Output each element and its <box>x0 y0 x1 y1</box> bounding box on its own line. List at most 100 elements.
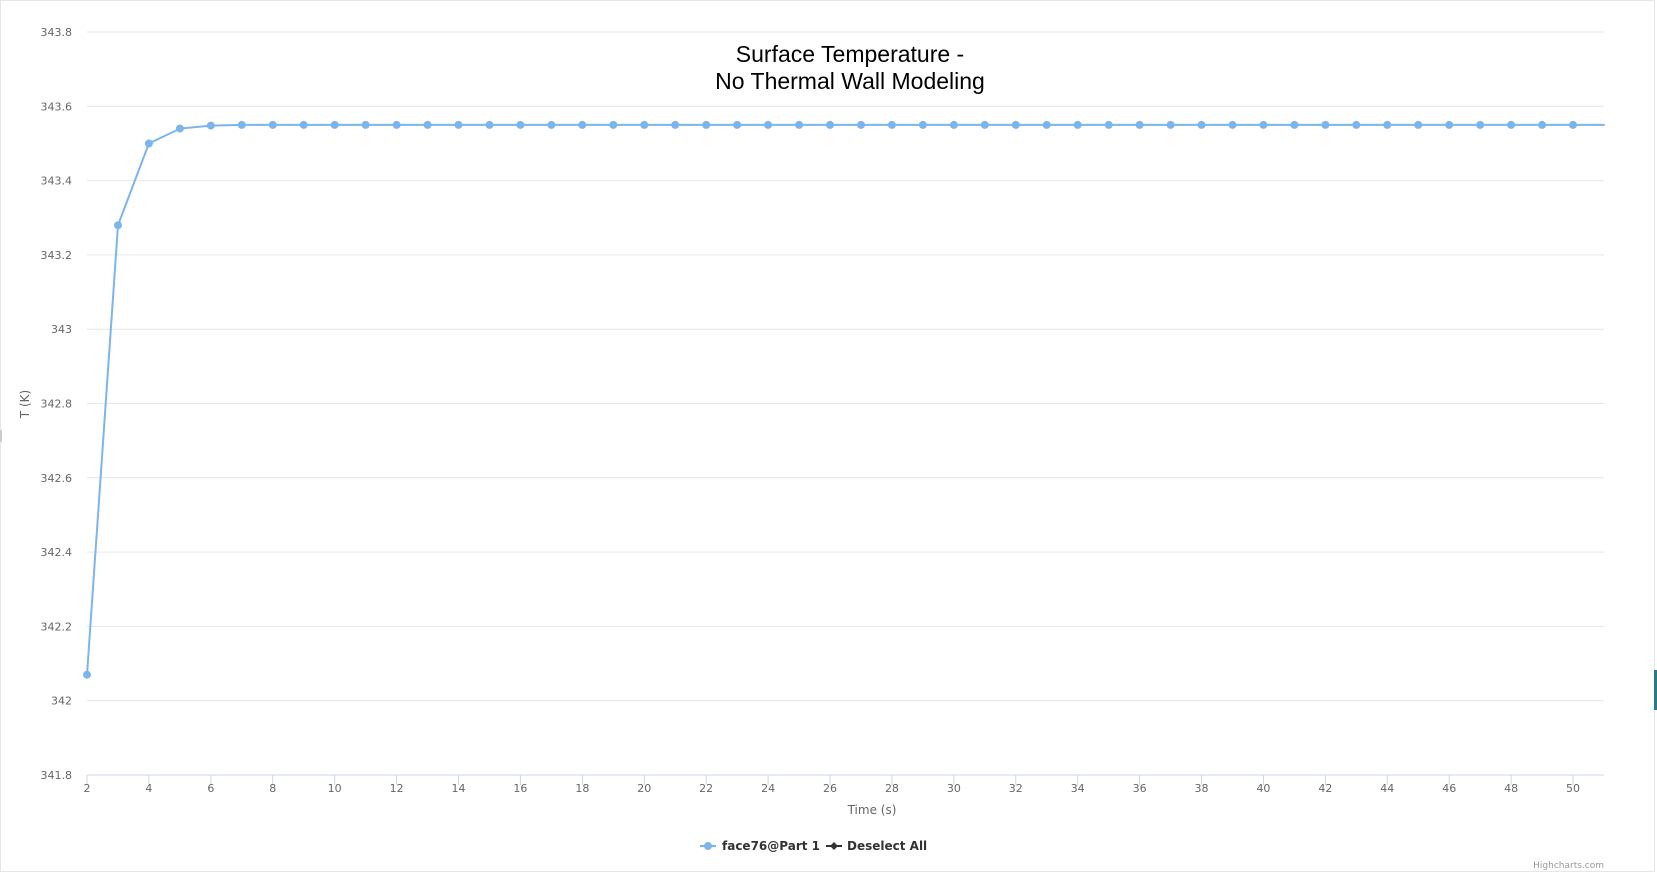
x-tick-label: 38 <box>1195 782 1209 795</box>
x-tick-label: 46 <box>1442 782 1456 795</box>
data-point[interactable] <box>114 221 122 230</box>
x-tick-label: 42 <box>1318 782 1332 795</box>
circle-marker-icon <box>704 842 712 850</box>
x-tick-label: 6 <box>207 782 214 795</box>
data-point[interactable] <box>268 120 277 129</box>
x-tick-label: 16 <box>513 782 527 795</box>
data-point[interactable] <box>1383 120 1392 129</box>
data-point[interactable] <box>237 120 246 129</box>
data-point[interactable] <box>1507 120 1516 129</box>
legend-item-series[interactable]: face76@Part 1 <box>700 839 820 853</box>
data-point[interactable] <box>454 120 463 129</box>
left-edge-handle <box>0 430 2 442</box>
data-point[interactable] <box>175 124 184 133</box>
x-tick-label: 24 <box>761 782 775 795</box>
data-point[interactable] <box>1135 120 1144 129</box>
data-point[interactable] <box>826 120 834 129</box>
data-point[interactable] <box>609 120 618 129</box>
data-point[interactable] <box>83 670 91 679</box>
y-tick-label: 343.4 <box>41 175 73 188</box>
data-point[interactable] <box>144 139 153 148</box>
data-point[interactable] <box>330 120 339 129</box>
diamond-marker-icon <box>830 842 838 850</box>
data-point[interactable] <box>671 120 680 129</box>
right-edge-scrollbar[interactable] <box>1654 670 1657 710</box>
data-point[interactable] <box>1011 120 1020 129</box>
y-tick-label: 342.6 <box>41 472 73 485</box>
x-tick-label: 14 <box>452 782 466 795</box>
data-point[interactable] <box>949 120 958 129</box>
data-point[interactable] <box>1228 120 1237 129</box>
x-tick-label: 20 <box>637 782 651 795</box>
data-point[interactable] <box>1538 120 1547 129</box>
data-point[interactable] <box>887 120 896 129</box>
legend: face76@Part 1 Deselect All <box>700 839 927 853</box>
x-axis: 2 4 6 8 10 12 14 16 18 20 22 24 26 28 30 32 34 36 38 40 42 44… <box>84 774 1604 795</box>
data-point[interactable] <box>733 120 742 129</box>
data-point[interactable] <box>361 120 370 129</box>
x-tick-label: 32 <box>1009 782 1023 795</box>
data-point[interactable] <box>1290 120 1299 129</box>
chart-title-line-2: No Thermal Wall Modeling <box>715 68 985 94</box>
data-point[interactable] <box>1104 120 1113 129</box>
data-point[interactable] <box>1073 120 1082 129</box>
data-point[interactable] <box>764 120 773 129</box>
y-tick-label: 343.2 <box>41 249 73 262</box>
data-point[interactable] <box>1445 120 1454 129</box>
data-point[interactable] <box>578 120 587 129</box>
data-point[interactable] <box>918 120 927 129</box>
data-point[interactable] <box>423 120 432 129</box>
y-tick-label: 343.6 <box>41 100 73 113</box>
data-point[interactable] <box>857 120 865 129</box>
data-point[interactable] <box>1569 120 1577 129</box>
y-tick-label: 343.8 <box>41 26 73 39</box>
x-tick-label: 18 <box>575 782 589 795</box>
y-tick-label: 342 <box>51 695 72 708</box>
x-tick-label: 30 <box>947 782 961 795</box>
x-tick-label: 40 <box>1256 782 1270 795</box>
credits-link[interactable]: Highcharts.com <box>1533 861 1604 871</box>
data-point[interactable] <box>547 120 556 129</box>
series-group[interactable] <box>83 120 1605 679</box>
data-point[interactable] <box>516 120 525 129</box>
data-point[interactable] <box>980 120 989 129</box>
chart-title-line-1: Surface Temperature - <box>736 41 964 67</box>
y-tick-label: 343 <box>51 323 72 336</box>
y-tick-label: 342.8 <box>41 398 73 411</box>
x-tick-label: 44 <box>1380 782 1394 795</box>
data-point[interactable] <box>795 120 804 129</box>
x-tick-label: 48 <box>1504 782 1518 795</box>
x-axis-title: Time (s) <box>847 803 897 817</box>
data-point[interactable] <box>640 120 649 129</box>
y-axis-title: T (K) <box>18 390 32 419</box>
data-point[interactable] <box>1166 120 1175 129</box>
x-tick-label: 28 <box>885 782 899 795</box>
data-point[interactable] <box>1476 120 1485 129</box>
legend-item-deselect-all[interactable]: Deselect All <box>826 839 927 853</box>
x-tick-label: 8 <box>269 782 276 795</box>
data-point[interactable] <box>1414 120 1423 129</box>
x-tick-label: 10 <box>328 782 342 795</box>
x-tick-label: 22 <box>699 782 713 795</box>
data-point[interactable] <box>206 121 215 130</box>
data-point[interactable] <box>1352 120 1361 129</box>
x-tick-label: 2 <box>84 782 91 795</box>
x-tick-label: 50 <box>1566 782 1580 795</box>
series-line <box>86 123 1605 676</box>
legend-deselect-label: Deselect All <box>847 839 927 853</box>
data-point[interactable] <box>392 120 401 129</box>
data-point[interactable] <box>299 120 308 129</box>
data-point[interactable] <box>1197 120 1206 129</box>
data-point[interactable] <box>702 120 711 129</box>
data-point[interactable] <box>485 120 494 129</box>
data-point[interactable] <box>1321 120 1330 129</box>
x-tick-label: 12 <box>390 782 404 795</box>
y-tick-label: 342.2 <box>41 620 73 633</box>
grid-lines <box>87 31 1604 702</box>
data-point[interactable] <box>1042 120 1051 129</box>
y-axis-tick-labels: 341.8 342 342.2 342.4 342.6 342.8 343 343.2 343.… <box>41 26 73 782</box>
data-point[interactable] <box>1259 120 1268 129</box>
x-tick-label: 36 <box>1133 782 1147 795</box>
x-tick-label: 34 <box>1071 782 1085 795</box>
